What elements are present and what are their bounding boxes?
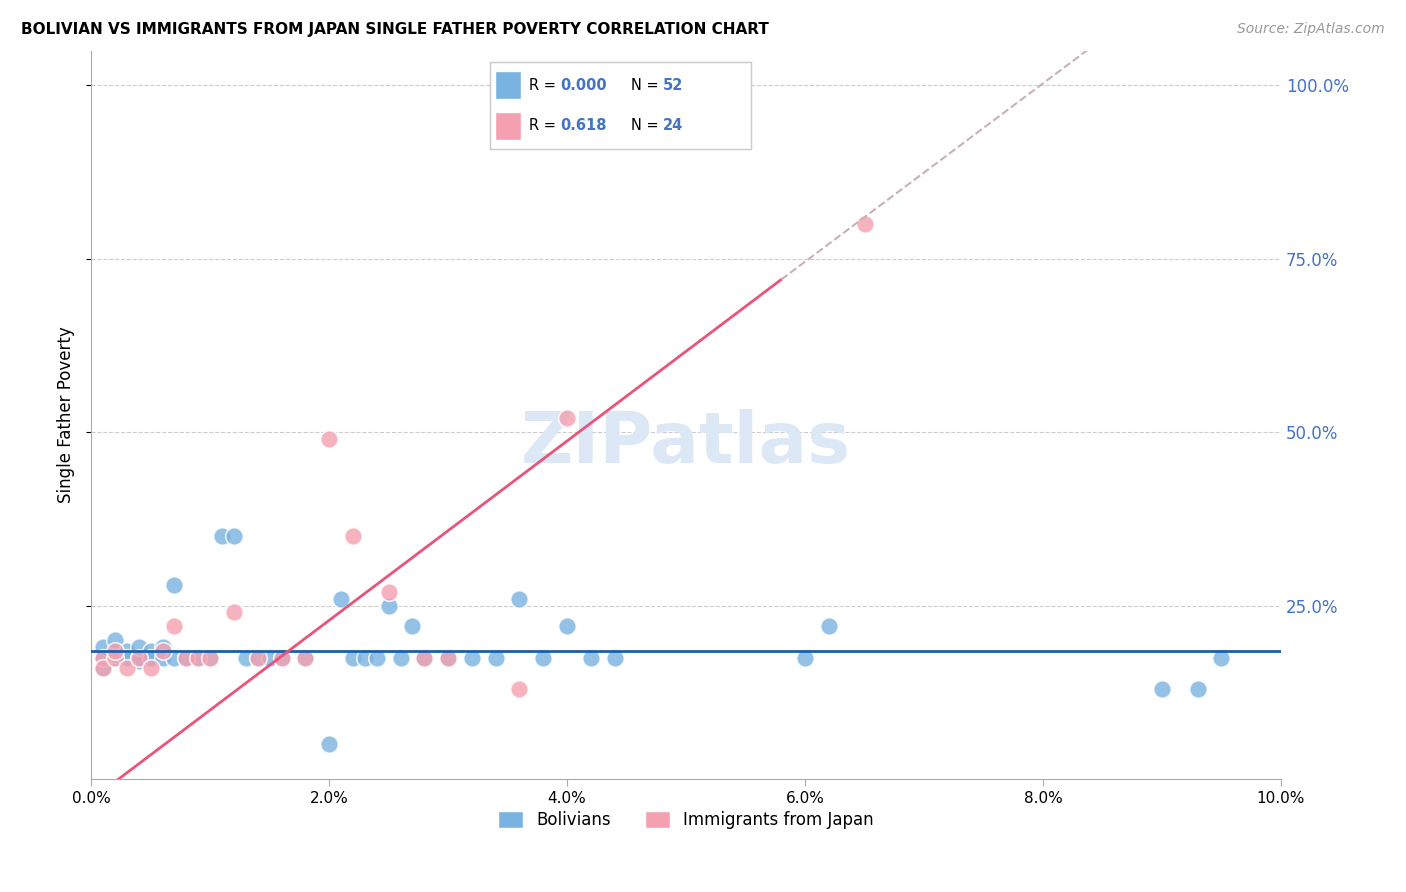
Point: [389, 650, 412, 665]
Point: [222, 529, 245, 543]
Point: [437, 650, 460, 665]
Point: [294, 650, 316, 665]
Legend: Bolivians, Immigrants from Japan: Bolivians, Immigrants from Japan: [492, 805, 880, 836]
Point: [104, 650, 127, 665]
Point: [152, 650, 174, 665]
Point: [342, 529, 364, 543]
Point: [461, 650, 484, 665]
Point: [270, 650, 292, 665]
Point: [163, 650, 186, 665]
Point: [91, 650, 114, 665]
Point: [91, 650, 114, 665]
Point: [235, 650, 257, 665]
Point: [377, 599, 399, 613]
Point: [163, 578, 186, 592]
Point: [91, 661, 114, 675]
Point: [152, 643, 174, 657]
Point: [246, 650, 269, 665]
Point: [139, 643, 162, 657]
Point: [579, 650, 602, 665]
Text: ZIPatlas: ZIPatlas: [522, 409, 851, 478]
Point: [330, 591, 353, 606]
Point: [176, 650, 198, 665]
Point: [222, 606, 245, 620]
Point: [1187, 681, 1209, 696]
Point: [128, 640, 150, 654]
Point: [794, 650, 817, 665]
Point: [555, 411, 578, 425]
Point: [485, 650, 508, 665]
Point: [152, 640, 174, 654]
Point: [246, 650, 269, 665]
Y-axis label: Single Father Poverty: Single Father Poverty: [58, 326, 75, 503]
Point: [115, 650, 138, 665]
Point: [853, 217, 876, 231]
Point: [163, 619, 186, 633]
Point: [187, 650, 209, 665]
Point: [318, 432, 340, 446]
Point: [104, 647, 127, 661]
Point: [366, 650, 388, 665]
Point: [211, 529, 233, 543]
Point: [413, 650, 436, 665]
Point: [128, 650, 150, 665]
Point: [1150, 681, 1173, 696]
Point: [603, 650, 626, 665]
Point: [198, 650, 221, 665]
Point: [437, 650, 460, 665]
Point: [270, 650, 292, 665]
Point: [508, 591, 530, 606]
Point: [294, 650, 316, 665]
Point: [128, 654, 150, 668]
Point: [555, 619, 578, 633]
Point: [115, 643, 138, 657]
Point: [128, 650, 150, 665]
Point: [342, 650, 364, 665]
Point: [91, 661, 114, 675]
Point: [115, 650, 138, 665]
Point: [817, 619, 839, 633]
Point: [115, 650, 138, 665]
Point: [187, 650, 209, 665]
Point: [531, 650, 554, 665]
Point: [104, 633, 127, 648]
Point: [176, 650, 198, 665]
Point: [198, 650, 221, 665]
Point: [259, 650, 281, 665]
Point: [401, 619, 423, 633]
Point: [318, 737, 340, 751]
Point: [139, 661, 162, 675]
Point: [413, 650, 436, 665]
Point: [377, 584, 399, 599]
Text: BOLIVIAN VS IMMIGRANTS FROM JAPAN SINGLE FATHER POVERTY CORRELATION CHART: BOLIVIAN VS IMMIGRANTS FROM JAPAN SINGLE…: [21, 22, 769, 37]
Point: [91, 640, 114, 654]
Point: [353, 650, 375, 665]
Point: [1211, 650, 1233, 665]
Point: [115, 661, 138, 675]
Text: Source: ZipAtlas.com: Source: ZipAtlas.com: [1237, 22, 1385, 37]
Point: [139, 650, 162, 665]
Point: [508, 681, 530, 696]
Point: [139, 650, 162, 665]
Point: [104, 650, 127, 665]
Point: [104, 643, 127, 657]
